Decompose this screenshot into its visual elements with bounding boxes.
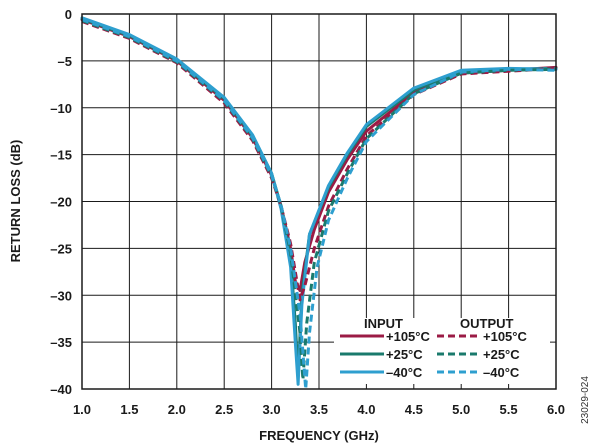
legend-entries: +105°C +25°C –40°C +105°C +25°C –40°C [340,329,527,380]
x-tick-label: 4.0 [357,402,375,417]
x-tick-label: 4.5 [405,402,423,417]
y-tick-label: –30 [50,288,72,303]
y-tick-labels: 0 –5 –10 –15 –20 –25 –30 –35 –40 [50,7,72,397]
legend-label: –40°C [483,365,520,380]
x-tick-label: 2.5 [215,402,233,417]
x-tick-label: 5.0 [452,402,470,417]
legend-label: +25°C [386,347,423,362]
x-tick-label: 6.0 [547,402,565,417]
x-tick-label: 5.5 [500,402,518,417]
legend-label: –40°C [386,365,423,380]
legend-group-output: OUTPUT [460,316,514,331]
legend: INPUT OUTPUT +105°C +25°C –40°C +105°C +25°C… [334,316,550,384]
y-tick-label: –40 [50,382,72,397]
legend-group-input: INPUT [364,316,403,331]
x-tick-labels: 1.0 1.5 2.0 2.5 3.0 3.5 4.0 4.5 5.0 5.5 6.0 [73,402,565,417]
series-input-2 [80,16,558,386]
figure-id: 23029-024 [580,376,591,424]
y-tick-label: –10 [50,101,72,116]
series-layer [80,16,558,391]
x-tick-label: 2.0 [168,402,186,417]
series-output-5 [81,18,557,391]
y-axis-label: RETURN LOSS (dB) [8,140,23,263]
y-tick-label: –20 [50,195,72,210]
x-tick-label: 3.0 [263,402,281,417]
x-tick-label: 1.5 [120,402,138,417]
y-tick-label: –35 [50,335,72,350]
legend-label: +25°C [483,347,520,362]
x-tick-label: 3.5 [310,402,328,417]
y-tick-label: –25 [50,241,72,256]
x-axis-label: FREQUENCY (GHz) [259,428,379,443]
legend-label: +105°C [386,329,430,344]
y-tick-label: 0 [65,7,72,22]
plot-frame [81,13,557,390]
x-tick-label: 1.0 [73,402,91,417]
legend-label: +105°C [483,329,527,344]
y-tick-label: –15 [50,148,72,163]
y-tick-label: –5 [58,54,72,69]
